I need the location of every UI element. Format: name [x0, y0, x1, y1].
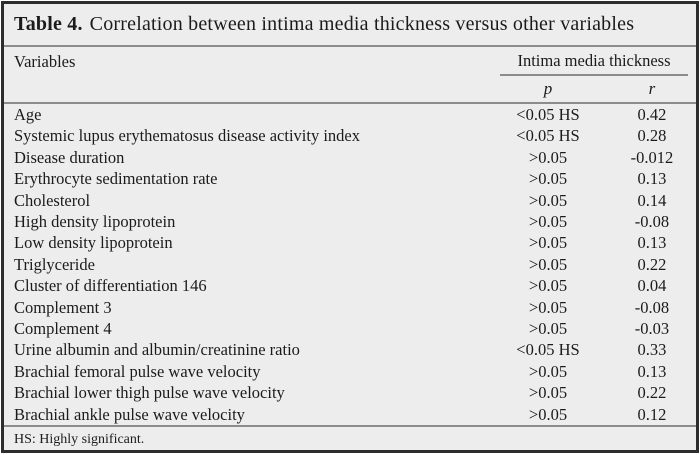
table-row: Complement 3 >0.05 -0.08	[4, 297, 696, 318]
p-value-cell: >0.05	[528, 233, 568, 253]
r-value-cell: 0.22	[637, 254, 667, 274]
table-caption-text: Correlation between intima media thickne…	[89, 13, 635, 35]
r-value-cell: 0.12	[637, 404, 667, 424]
table-row: Complement 4 >0.05 -0.03	[4, 318, 696, 339]
table-row: High density lipoprotein >0.05 -0.08	[4, 211, 696, 232]
p-value-cell: >0.05	[528, 297, 568, 317]
table-row: Age <0.05 HS 0.42	[4, 103, 696, 125]
variable-cell: Brachial lower thigh pulse wave velocity	[14, 383, 285, 403]
r-value-cell: 0.13	[637, 361, 667, 381]
p-value-cell: >0.05	[528, 361, 568, 381]
variable-cell: Disease duration	[14, 147, 125, 167]
variable-cell: Age	[14, 105, 42, 124]
table-header: Variables Intima media thickness p r	[4, 47, 696, 104]
p-value-cell: <0.05 HS	[516, 340, 580, 360]
p-value-cell: <0.05 HS	[516, 126, 580, 146]
table-row: Low density lipoprotein >0.05 0.13	[4, 232, 696, 253]
r-value-cell: 0.13	[637, 169, 667, 189]
table-row: Brachial lower thigh pulse wave velocity…	[4, 382, 696, 403]
table-body: Age <0.05 HS 0.42 Systemic lupus erythem…	[4, 103, 696, 425]
p-value-cell: >0.05	[528, 212, 568, 232]
r-value-cell: 0.04	[637, 276, 667, 296]
r-value-cell: -0.08	[634, 297, 670, 317]
r-value-cell: -0.08	[634, 212, 670, 232]
r-value-cell: -0.012	[630, 147, 674, 167]
p-value-cell: >0.05	[528, 276, 568, 296]
r-value-cell: -0.03	[634, 319, 670, 339]
table-row: Cluster of differentiation 146 >0.05 0.0…	[4, 275, 696, 296]
p-column-header: p	[487, 79, 608, 104]
variable-cell: High density lipoprotein	[14, 212, 176, 232]
table-number-label: Table 4.	[14, 13, 83, 35]
r-value-cell: 0.13	[637, 233, 667, 253]
correlation-table: Variables Intima media thickness p r Age…	[4, 47, 696, 425]
r-value-cell: 0.42	[637, 105, 667, 124]
p-value-cell: >0.05	[528, 404, 568, 424]
r-column-header: r	[607, 79, 696, 104]
p-value-cell: >0.05	[528, 147, 568, 167]
table-row: Systemic lupus erythematosus disease act…	[4, 125, 696, 146]
variable-cell: Brachial femoral pulse wave velocity	[14, 361, 261, 381]
variable-cell: Urine albumin and albumin/creatinine rat…	[14, 340, 300, 360]
table-row: Triglyceride >0.05 0.22	[4, 254, 696, 275]
variable-cell: Complement 4	[14, 319, 112, 339]
table-row: Disease duration >0.05 -0.012	[4, 147, 696, 168]
variable-cell: Cluster of differentiation 146	[14, 276, 207, 296]
variable-cell: Cholesterol	[14, 190, 91, 210]
imt-group-header-label: Intima media thickness	[499, 51, 688, 76]
header-row-sub: p r	[4, 79, 696, 104]
p-value-cell: >0.05	[528, 383, 568, 403]
table-row: Erythrocyte sedimentation rate >0.05 0.1…	[4, 168, 696, 189]
table-row: Brachial femoral pulse wave velocity >0.…	[4, 361, 696, 382]
p-value-cell: >0.05	[528, 169, 568, 189]
variable-cell: Low density lipoprotein	[14, 233, 173, 253]
r-value-cell: 0.14	[637, 190, 667, 210]
imt-group-header-cell: Intima media thickness	[488, 47, 696, 79]
p-value-cell: >0.05	[528, 254, 568, 274]
variable-cell: Triglyceride	[14, 254, 95, 274]
table-title: Table 4. Correlation between intima medi…	[4, 4, 696, 47]
p-value-cell: <0.05 HS	[516, 105, 580, 124]
r-value-cell: 0.22	[637, 383, 667, 403]
table-row: Brachial ankle pulse wave velocity >0.05…	[4, 404, 696, 425]
variable-cell: Brachial ankle pulse wave velocity	[14, 404, 245, 424]
table-footnote: HS: Highly significant.	[4, 425, 696, 448]
variable-cell: Systemic lupus erythematosus disease act…	[14, 126, 360, 146]
p-value-cell: >0.05	[528, 319, 568, 339]
table-row: Cholesterol >0.05 0.14	[4, 190, 696, 211]
table-row: Urine albumin and albumin/creatinine rat…	[4, 339, 696, 360]
r-value-cell: 0.28	[637, 126, 667, 146]
p-value-cell: >0.05	[528, 190, 568, 210]
r-value-cell: 0.33	[637, 340, 667, 360]
variables-column-header: Variables	[4, 47, 488, 104]
variable-cell: Complement 3	[14, 297, 112, 317]
header-row-group: Variables Intima media thickness	[4, 47, 696, 104]
variable-cell: Erythrocyte sedimentation rate	[14, 169, 218, 189]
